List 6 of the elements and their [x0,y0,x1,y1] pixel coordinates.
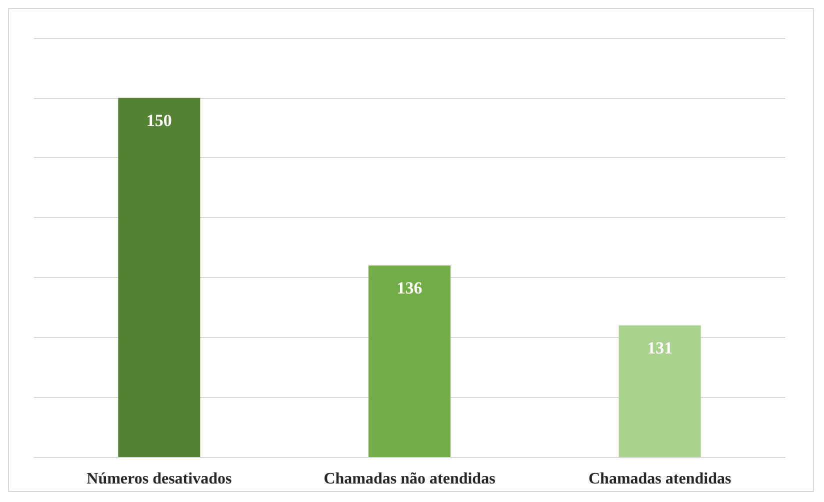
x-tick-label: Números desativados [86,470,232,488]
data-label: 150 [146,110,172,130]
data-label: 131 [647,338,673,358]
data-label: 136 [396,278,422,298]
x-tick-label: Chamadas não atendidas [324,470,496,488]
x-tick-label: Chamadas atendidas [588,470,732,488]
